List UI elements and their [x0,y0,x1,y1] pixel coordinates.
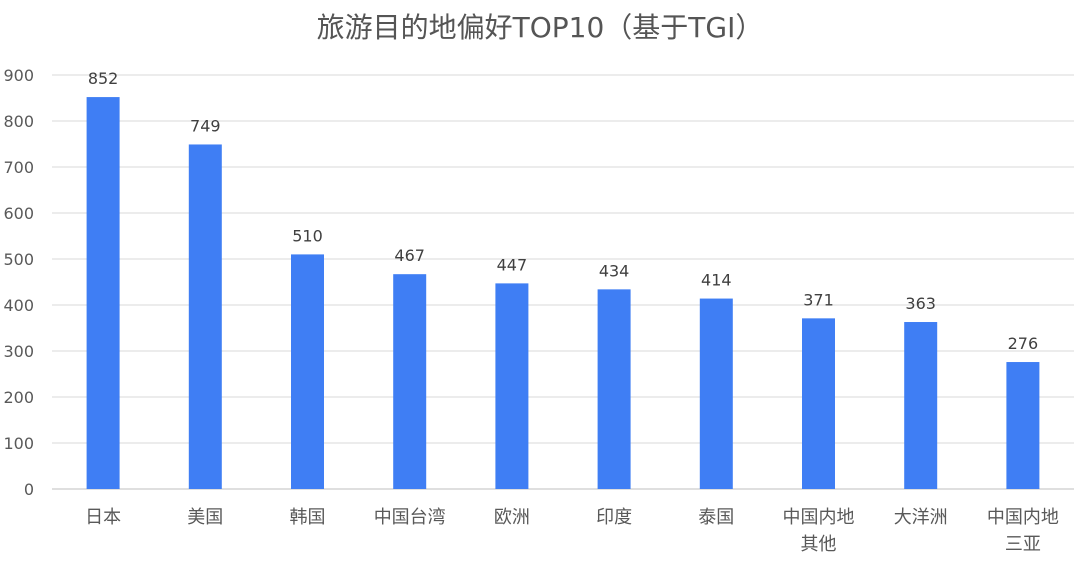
x-tick-label-line: 美国 [187,507,223,528]
x-tick-label-line: 其他 [801,534,837,555]
x-tick-label: 日本 [85,507,121,528]
bar [699,298,733,489]
x-tick-label: 美国 [187,507,223,528]
y-tick-label: 800 [3,112,34,131]
x-tick-label: 大洋洲 [894,507,948,528]
bar [495,283,529,489]
x-tick-label-line: 中国内地 [987,507,1059,528]
x-tick-label: 中国内地其他 [783,507,855,555]
x-tick-label: 印度 [596,507,632,528]
x-tick-label-line: 印度 [596,507,632,528]
data-label: 467 [394,246,425,265]
x-tick-label-line: 日本 [85,507,121,528]
data-label: 371 [803,290,834,309]
data-label: 363 [905,294,936,313]
y-tick-label: 700 [3,158,34,177]
bar [1006,362,1040,489]
data-label: 434 [599,261,630,280]
y-tick-label: 400 [3,296,34,315]
y-tick-label: 200 [3,388,34,407]
x-tick-label: 欧洲 [494,507,530,528]
bar [802,318,835,489]
y-tick-label: 500 [3,250,34,269]
y-tick-label: 100 [3,434,34,453]
x-tick-label: 中国内地三亚 [987,507,1059,555]
x-tick-label-line: 大洋洲 [894,507,948,528]
bar [291,254,324,489]
y-tick-label: 900 [3,66,34,85]
x-tick-label: 韩国 [290,507,326,528]
bar [393,274,427,489]
data-label: 414 [701,271,732,290]
data-label: 510 [292,226,323,245]
x-tick-label-line: 泰国 [698,507,734,528]
bar [86,97,120,489]
x-tick-label: 中国台湾 [374,507,446,528]
data-label: 852 [88,69,119,88]
bar [188,144,222,489]
data-label: 276 [1008,334,1039,353]
x-tick-label-line: 韩国 [290,507,326,528]
y-tick-label: 600 [3,204,34,223]
data-label: 447 [497,255,528,274]
bar [597,289,631,489]
x-tick-label-line: 三亚 [1005,534,1041,555]
data-label: 749 [190,116,221,135]
bar [904,322,938,489]
x-tick-label-line: 中国台湾 [374,507,446,528]
y-tick-label: 0 [24,480,34,499]
chart-title: 旅游目的地偏好TOP10（基于TGI） [316,11,764,44]
x-tick-label-line: 中国内地 [783,507,855,528]
y-tick-label: 300 [3,342,34,361]
x-tick-label: 泰国 [698,507,734,528]
x-tick-label-line: 欧洲 [494,507,530,528]
